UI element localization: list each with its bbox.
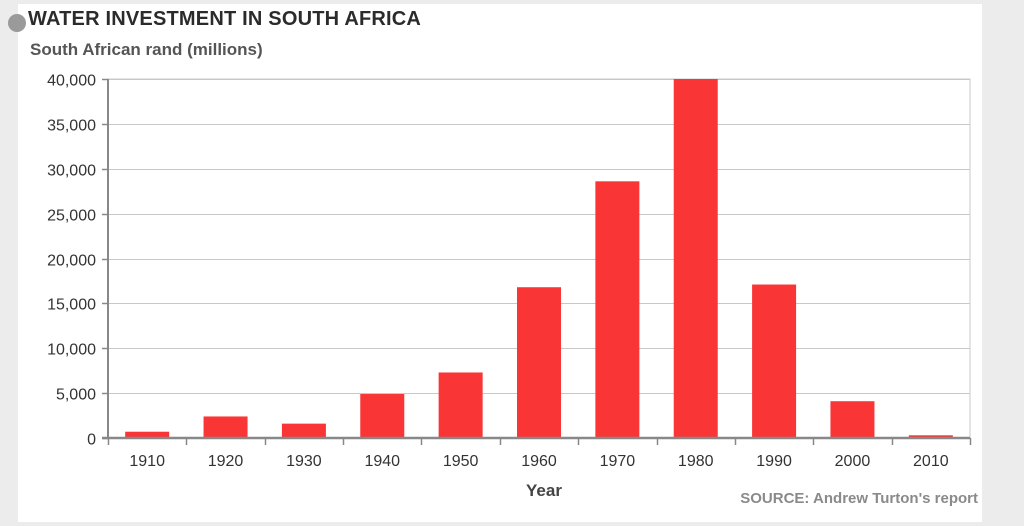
corner-dot (8, 14, 26, 32)
x-tick-label: 2010 (913, 453, 949, 470)
y-tick-label: 20,000 (47, 253, 96, 270)
bar (125, 431, 170, 438)
x-tick-label: 1970 (600, 453, 636, 470)
bar (281, 423, 326, 438)
bar (673, 79, 718, 438)
x-tick-label: 1920 (208, 453, 244, 470)
bar (752, 284, 797, 438)
x-tick-label: 1960 (521, 453, 557, 470)
x-tick-label: 1940 (364, 453, 400, 470)
y-tick-label: 25,000 (47, 208, 96, 225)
source-note: SOURCE: Andrew Turton's report (740, 490, 978, 507)
y-tick-label: 5,000 (56, 387, 96, 404)
x-tick-label: 1910 (129, 453, 165, 470)
bar (595, 181, 640, 438)
bar (438, 372, 483, 438)
axes: 0 5,000 10,000 15,000 20,000 25,000 30,000 35,0… (47, 73, 972, 470)
chart-panel (8, 4, 982, 522)
bar (203, 416, 248, 438)
bars (125, 79, 953, 438)
bar (908, 435, 953, 438)
bar (360, 394, 405, 438)
y-tick-label: 10,000 (47, 342, 96, 359)
y-tick-label: 0 (87, 432, 96, 449)
x-tick-label: 1980 (678, 453, 714, 470)
chart-subtitle: South African rand (millions) (30, 40, 263, 59)
x-tick-label: 1990 (756, 453, 792, 470)
y-tick-label: 35,000 (47, 118, 96, 135)
x-tick-label: 2000 (835, 453, 871, 470)
bar (517, 287, 561, 438)
y-tick-label: 15,000 (47, 297, 96, 314)
x-axis-title: Year (526, 481, 562, 500)
y-tick-label: 30,000 (47, 163, 96, 180)
x-tick-label: 1930 (286, 453, 322, 470)
bar (830, 401, 875, 438)
chart-title: WATER INVESTMENT IN SOUTH AFRICA (28, 8, 422, 30)
y-tick-label: 40,000 (47, 73, 96, 90)
x-tick-label: 1950 (443, 453, 479, 470)
